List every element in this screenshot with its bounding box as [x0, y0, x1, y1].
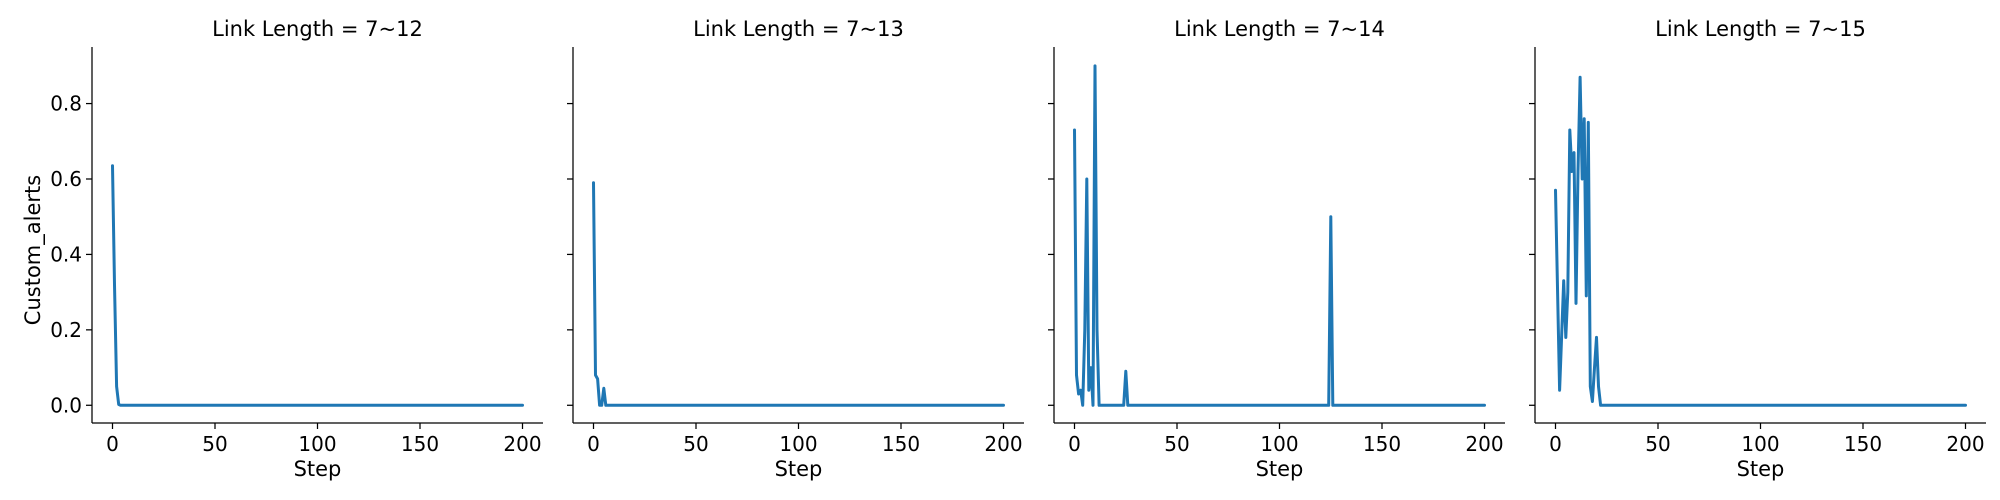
x-tick-label: 150 [401, 432, 439, 456]
chart-panel-3: Link Length = 7~14 0 50 100 150 200 Step [1048, 17, 1505, 481]
x-axis-label: Step [1737, 457, 1785, 481]
x-tick-label: 100 [1260, 432, 1298, 456]
y-tick-label: 0.0 [50, 393, 82, 417]
x-tick-label: 150 [1844, 432, 1882, 456]
x-axis-label: Step [1256, 457, 1304, 481]
y-tick-label: 0.4 [50, 242, 82, 266]
y-tick-label: 0.2 [50, 318, 82, 342]
x-tick-label: 50 [1164, 432, 1189, 456]
panel-title: Link Length = 7~12 [212, 17, 423, 41]
chart-panel-2: Link Length = 7~13 0 50 100 150 200 Step [567, 17, 1024, 481]
x-tick-label: 200 [984, 432, 1022, 456]
x-tick-label: 0 [106, 432, 119, 456]
series-line-1 [1554, 75, 1967, 407]
x-tick-label: 0 [587, 432, 600, 456]
x-axis-label: Step [775, 457, 823, 481]
panel-title: Link Length = 7~14 [1174, 17, 1385, 41]
panel-title: Link Length = 7~15 [1655, 17, 1866, 41]
x-tick-label: 100 [298, 432, 336, 456]
series-line-1 [1073, 64, 1486, 407]
x-tick-label: 50 [1645, 432, 1670, 456]
x-axis-label: Step [294, 457, 342, 481]
x-tick-label: 0 [1549, 432, 1562, 456]
y-tick-label: 0.8 [50, 92, 82, 116]
x-tick-label: 0 [1068, 432, 1081, 456]
x-tick-label: 150 [1363, 432, 1401, 456]
series-line-1 [592, 181, 1005, 407]
chart-panel-1: Link Length = 7~12 0 50 100 150 200 0.0 0.2 0.4 0… [21, 17, 543, 481]
x-tick-label: 100 [779, 432, 817, 456]
panel-title: Link Length = 7~13 [693, 17, 904, 41]
chart-panel-4: Link Length = 7~15 0 50 100 150 200 Step [1529, 17, 1986, 481]
x-tick-label: 200 [1946, 432, 1984, 456]
x-tick-label: 50 [683, 432, 708, 456]
x-tick-label: 200 [503, 432, 541, 456]
x-tick-label: 200 [1465, 432, 1503, 456]
y-axis-label: Custom_alerts [21, 175, 46, 325]
y-tick-label: 0.6 [50, 167, 82, 191]
x-tick-label: 150 [882, 432, 920, 456]
x-tick-label: 100 [1741, 432, 1779, 456]
x-tick-label: 50 [202, 432, 227, 456]
series-line-1 [111, 164, 524, 407]
